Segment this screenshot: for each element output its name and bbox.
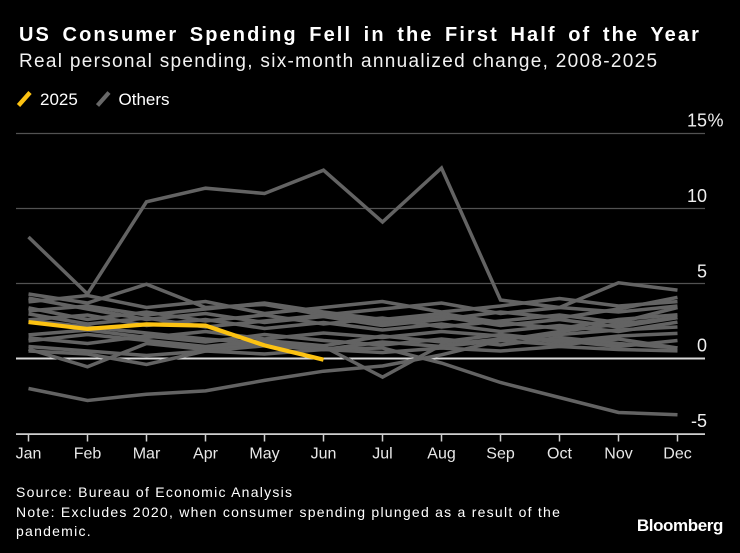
svg-text:Dec: Dec bbox=[663, 446, 691, 463]
svg-text:5: 5 bbox=[697, 262, 707, 282]
svg-text:Others: Others bbox=[119, 90, 170, 109]
svg-text:%: % bbox=[708, 111, 724, 131]
svg-text:Sep: Sep bbox=[486, 446, 515, 463]
svg-text:Jun: Jun bbox=[311, 446, 337, 463]
svg-text:Apr: Apr bbox=[193, 446, 219, 463]
svg-text:Feb: Feb bbox=[74, 446, 102, 463]
svg-text:May: May bbox=[249, 446, 279, 463]
svg-text:Oct: Oct bbox=[547, 446, 572, 463]
svg-text:Nov: Nov bbox=[604, 446, 632, 463]
svg-text:Jul: Jul bbox=[372, 446, 392, 463]
svg-text:10: 10 bbox=[687, 186, 707, 206]
svg-text:Aug: Aug bbox=[427, 446, 455, 463]
svg-text:15: 15 bbox=[687, 111, 707, 131]
svg-text:0: 0 bbox=[697, 336, 707, 356]
svg-text:Jan: Jan bbox=[16, 446, 42, 463]
svg-text:Mar: Mar bbox=[133, 446, 161, 463]
svg-text:2025: 2025 bbox=[40, 90, 78, 109]
svg-text:-5: -5 bbox=[691, 411, 707, 431]
